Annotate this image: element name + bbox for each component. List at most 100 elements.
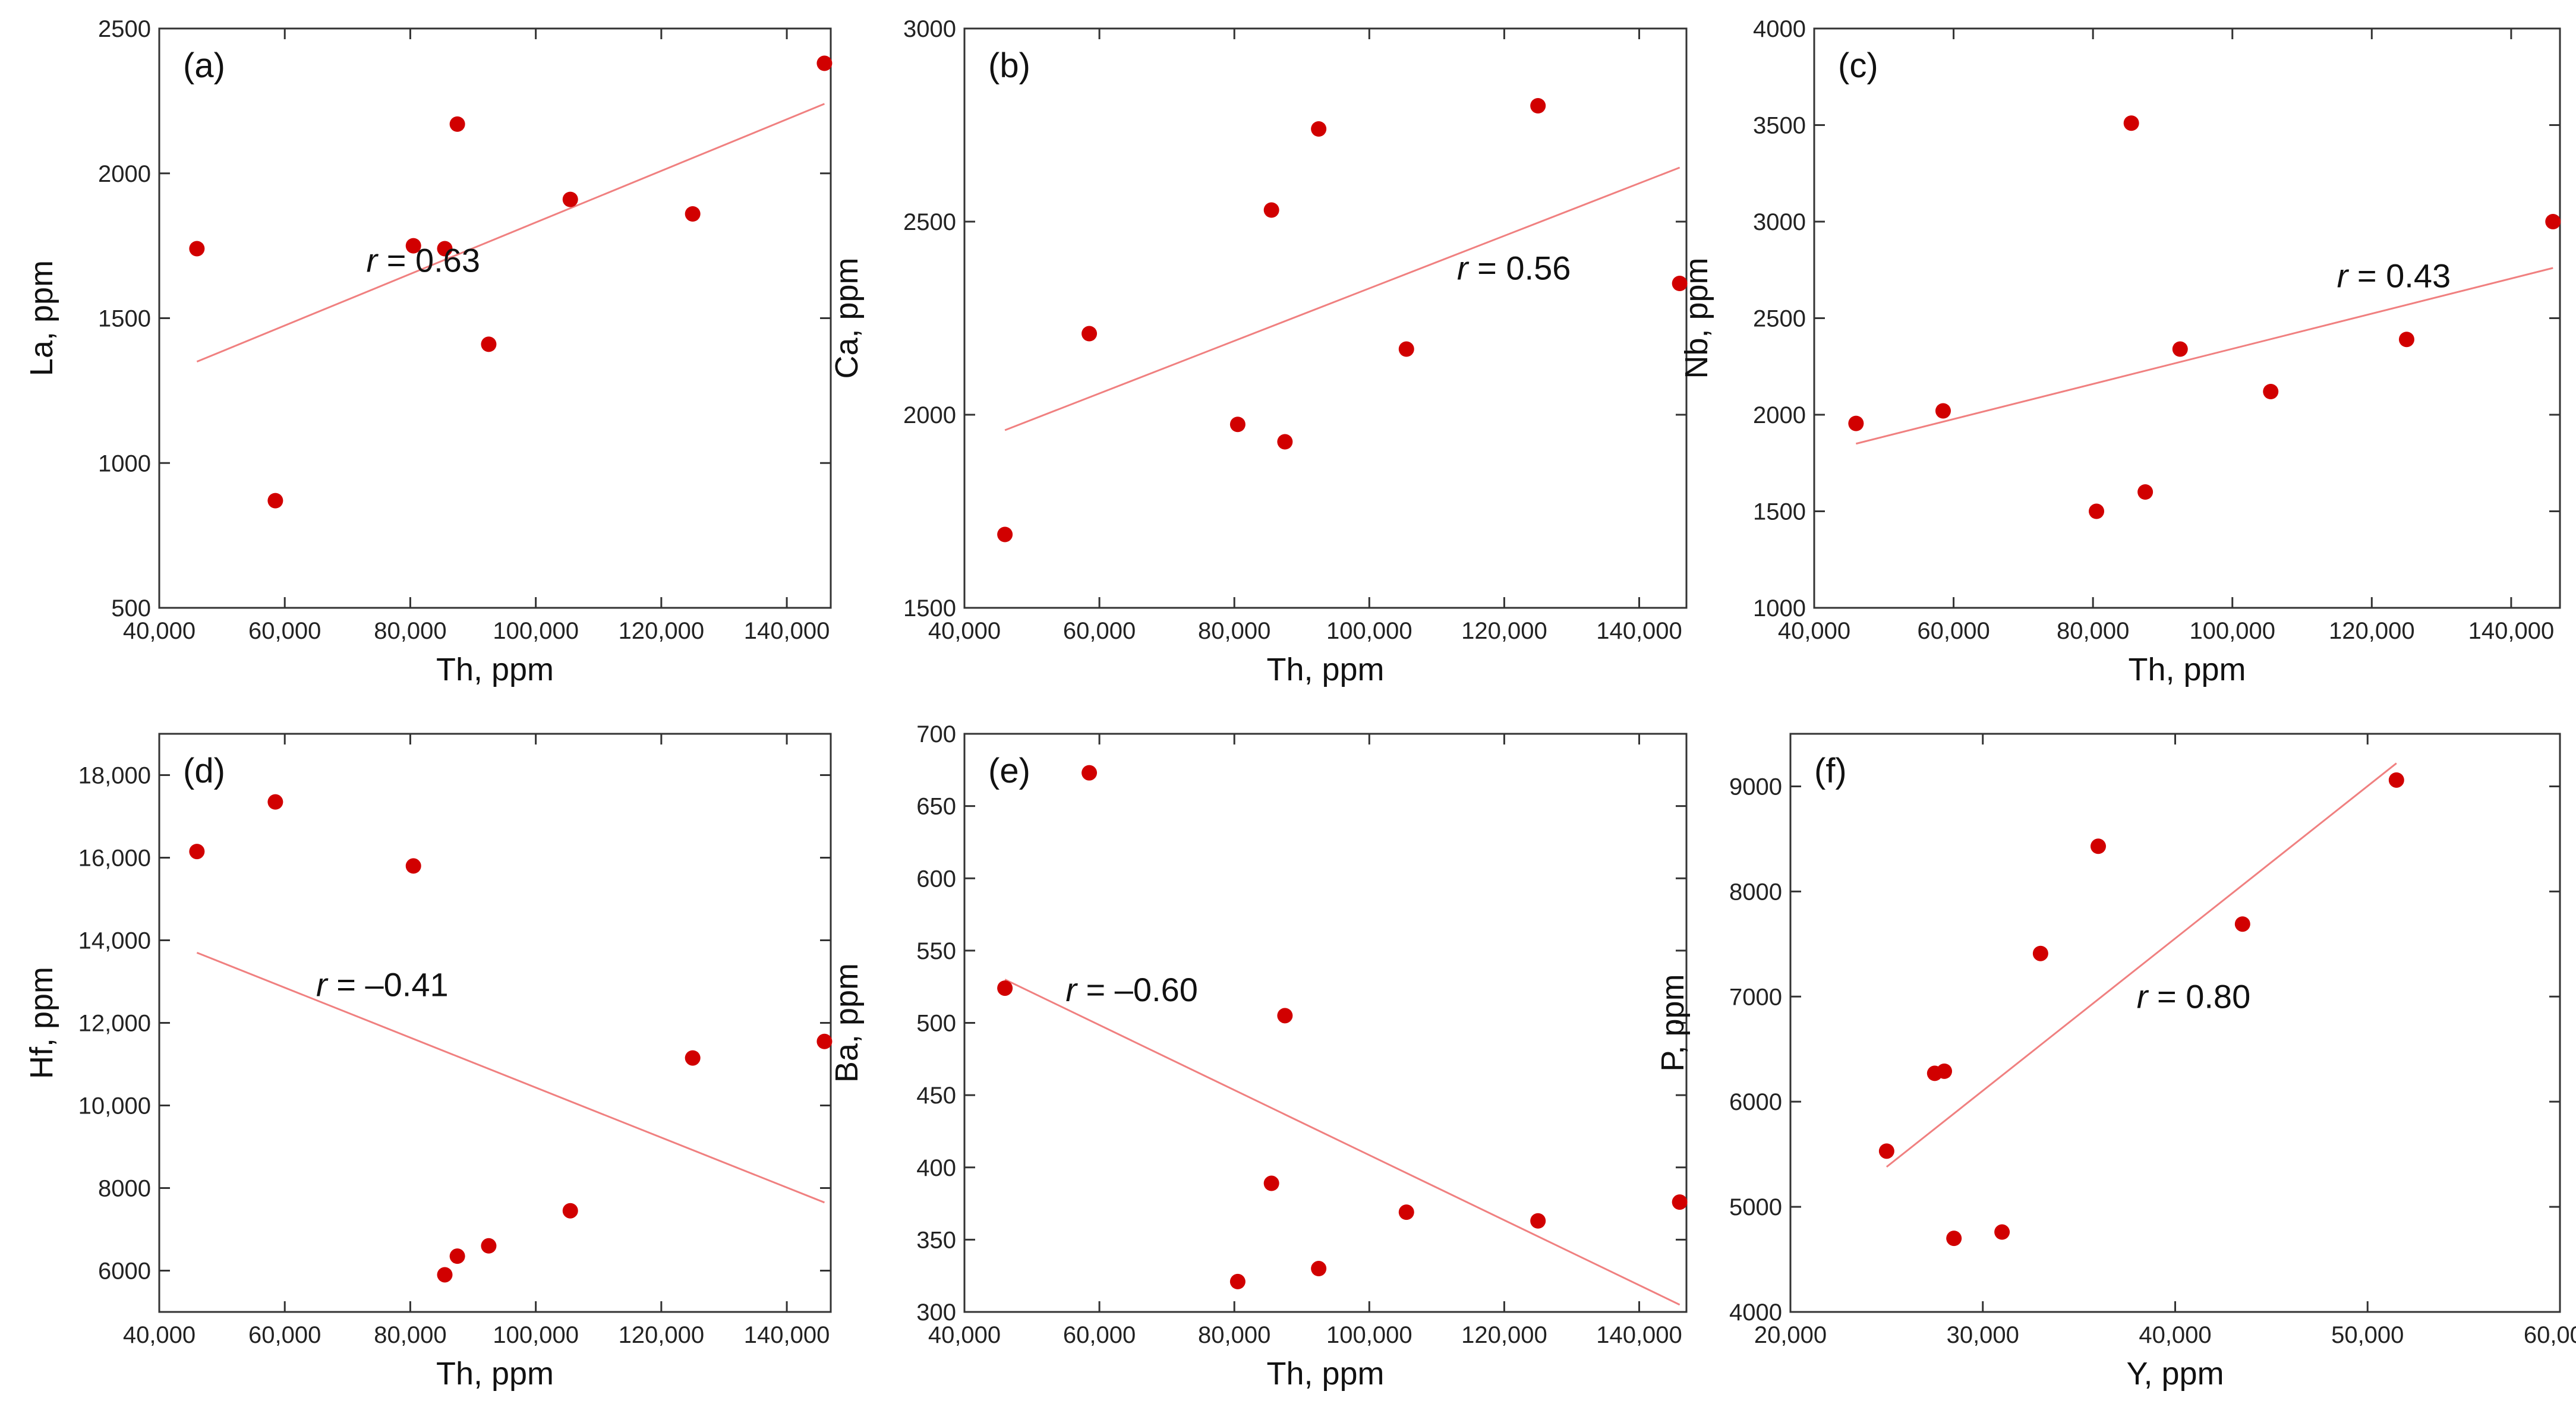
data-point xyxy=(2137,484,2154,500)
x-tick-label: 100,000 xyxy=(1326,618,1412,644)
correlation-symbol: r xyxy=(367,242,379,279)
y-tick-label: 4000 xyxy=(1753,16,1806,42)
data-point xyxy=(1994,1224,2010,1240)
panel-b: 40,000 60,000 80,000 100,000 120,000 140,000 1… xyxy=(829,16,1688,687)
x-tick-label: 60,000 xyxy=(1917,618,1989,644)
data-point xyxy=(437,241,453,257)
data-point xyxy=(1229,1273,1246,1289)
x-tick-label: 60,000 xyxy=(248,1322,321,1348)
x-tick-label: 30,000 xyxy=(1947,1322,2019,1348)
panel-label: (c) xyxy=(1838,46,1878,85)
x-tick-label: 40,000 xyxy=(123,618,196,644)
panel-f: 20,000 30,000 40,000 50,000 60,000 4000 5000 60… xyxy=(1655,733,2576,1392)
y-tick-label: 350 xyxy=(916,1227,956,1253)
y-tick-label: 2000 xyxy=(1753,402,1806,428)
data-point xyxy=(2545,214,2561,229)
panel-label: (b) xyxy=(988,46,1030,85)
data-point xyxy=(997,526,1013,542)
data-point xyxy=(1530,98,1546,113)
y-tick-label: 6000 xyxy=(1729,1089,1782,1115)
panel-d: 40,000 60,000 80,000 100,000 120,000 140,000 6… xyxy=(24,733,833,1392)
y-tick-label: 6000 xyxy=(98,1258,151,1285)
regression-line xyxy=(1004,979,1680,1306)
x-tick-label: 140,000 xyxy=(2468,618,2555,644)
data-point xyxy=(1672,1194,1688,1210)
x-axis-label: Y, ppm xyxy=(2126,1356,2224,1392)
y-axis-label: P, ppm xyxy=(1655,974,1691,1071)
data-point xyxy=(997,980,1013,996)
x-tick-label: 80,000 xyxy=(2057,618,2129,644)
x-tick-label: 60,000 xyxy=(248,618,321,644)
data-point xyxy=(437,1267,453,1283)
data-point xyxy=(267,794,283,810)
data-point xyxy=(1263,202,1279,218)
data-point xyxy=(2263,384,2279,399)
x-tick-label: 80,000 xyxy=(374,618,446,644)
y-tick-label: 5000 xyxy=(1729,1194,1782,1220)
y-tick-label: 500 xyxy=(111,595,151,622)
y-tick-label: 4000 xyxy=(1729,1299,1782,1326)
y-tick-label: 1500 xyxy=(98,306,151,332)
y-tick-label: 450 xyxy=(916,1083,956,1109)
x-tick-label: 80,000 xyxy=(1198,618,1270,644)
data-point xyxy=(1311,1261,1327,1277)
y-tick-label: 550 xyxy=(916,938,956,964)
x-tick-label: 60,000 xyxy=(1063,1322,1136,1348)
correlation-label: r = 0.80 xyxy=(2137,978,2250,1015)
regression-line xyxy=(196,103,825,363)
y-tick-label: 3000 xyxy=(1753,209,1806,235)
x-tick-label: 80,000 xyxy=(374,1322,446,1348)
correlation-label: r = 0.63 xyxy=(367,242,480,279)
x-tick-label: 40,000 xyxy=(1778,618,1850,644)
x-tick-label: 50,000 xyxy=(2331,1322,2404,1348)
panel-a: 40,000 60,000 80,000 100,000 120,000 140,000 5… xyxy=(24,16,833,687)
y-tick-label: 16,000 xyxy=(78,846,151,872)
y-tick-label: 2000 xyxy=(903,402,956,428)
x-axis-label: Th, ppm xyxy=(2128,652,2246,687)
x-tick-label: 120,000 xyxy=(1461,618,1547,644)
data-point xyxy=(1848,415,1864,431)
y-tick-label: 8000 xyxy=(98,1176,151,1202)
correlation-symbol: r xyxy=(1065,971,1078,1008)
data-point xyxy=(189,241,205,257)
x-axis-label: Th, ppm xyxy=(1266,1356,1384,1392)
data-point xyxy=(685,1050,701,1066)
y-tick-label: 3000 xyxy=(903,16,956,42)
x-tick-label: 100,000 xyxy=(2189,618,2275,644)
y-tick-label: 10,000 xyxy=(78,1093,151,1119)
y-tick-label: 1000 xyxy=(1753,595,1806,622)
x-tick-label: 100,000 xyxy=(493,1322,579,1348)
data-point xyxy=(481,336,497,352)
y-axis-label: Ca, ppm xyxy=(829,257,865,378)
correlation-value: = 0.43 xyxy=(2348,257,2451,295)
data-point xyxy=(267,493,283,509)
panel-e: 40,000 60,000 80,000 100,000 120,000 140,000 3… xyxy=(829,721,1688,1392)
regression-line xyxy=(1004,166,1680,431)
y-axis-label: La, ppm xyxy=(24,260,59,376)
x-tick-label: 40,000 xyxy=(928,618,1001,644)
panel-label: (e) xyxy=(988,752,1030,790)
panel-label: (d) xyxy=(183,752,225,790)
data-point xyxy=(1082,765,1098,781)
data-point xyxy=(2388,772,2404,788)
x-tick-label: 120,000 xyxy=(2329,618,2415,644)
data-point xyxy=(2091,838,2106,854)
data-point xyxy=(685,206,701,222)
data-point xyxy=(1263,1175,1279,1191)
correlation-symbol: r xyxy=(2137,978,2149,1015)
correlation-label: r = 0.56 xyxy=(1457,250,1571,287)
y-tick-label: 8000 xyxy=(1729,879,1782,905)
data-point xyxy=(1672,276,1688,291)
x-axis-label: Th, ppm xyxy=(436,1356,554,1392)
y-tick-label: 18,000 xyxy=(78,763,151,789)
y-tick-label: 3500 xyxy=(1753,113,1806,139)
correlation-label: r = –0.41 xyxy=(316,966,449,1003)
data-point xyxy=(1229,417,1246,433)
y-tick-label: 2500 xyxy=(98,16,151,42)
x-tick-label: 140,000 xyxy=(1596,618,1682,644)
y-tick-label: 2500 xyxy=(903,209,956,235)
data-point xyxy=(1311,121,1327,137)
x-tick-label: 140,000 xyxy=(744,618,830,644)
panel-label: (f) xyxy=(1814,752,1847,790)
data-point xyxy=(449,1248,465,1264)
